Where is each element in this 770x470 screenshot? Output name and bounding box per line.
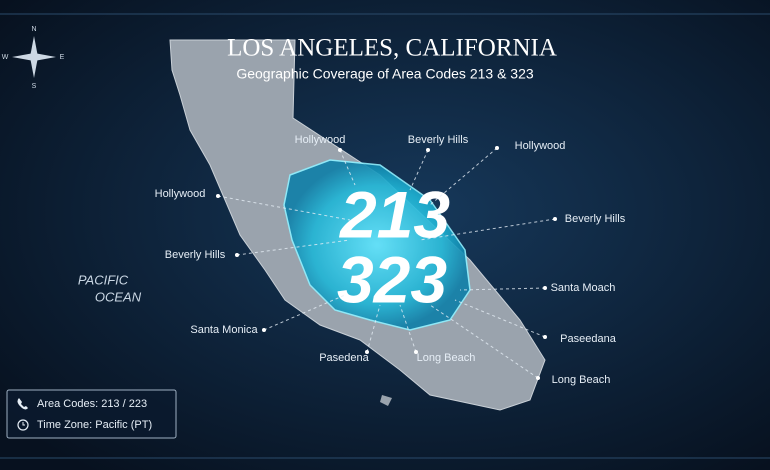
place-label: Long Beach [552, 374, 611, 386]
place-label: Beverly Hills [165, 249, 226, 261]
ocean-label: OCEAN [95, 289, 142, 304]
place-label: Beverly Hills [408, 134, 469, 146]
subtitle: Geographic Coverage of Area Codes 213 & … [236, 66, 534, 82]
place-label: Beverly Hills [565, 213, 626, 225]
place-label: Hollywood [155, 188, 206, 200]
coverage-area [283, 159, 471, 331]
label-dots [216, 146, 557, 380]
place-label: Hollywood [295, 134, 346, 146]
area-code: 323 [337, 242, 447, 316]
compass-e: E [60, 54, 65, 61]
place-label: Hollywood [515, 140, 566, 152]
area-code: 213 [338, 177, 450, 251]
phone-icon [17, 398, 28, 410]
island [380, 395, 392, 406]
compass: N E S W [2, 26, 65, 90]
ocean-label: PACIFIC [78, 272, 129, 287]
title: LOS ANGELES, CALIFORNIA [227, 35, 557, 62]
info-box: Area Codes: 213 / 223 Time Zone: Pacific… [6, 389, 177, 439]
clock-icon [17, 419, 29, 431]
info-time-zone: Time Zone: Pacific (PT) [37, 419, 152, 431]
place-label: Santa Moach [551, 282, 616, 294]
compass-w: W [2, 54, 9, 61]
place-label: Long Beach [417, 352, 476, 364]
info-area-codes: Area Codes: 213 / 223 [37, 398, 147, 410]
place-label: Paseedana [560, 333, 617, 345]
compass-s: S [32, 83, 37, 90]
place-label: Pasedena [319, 352, 369, 364]
leader-lines [217, 147, 556, 379]
compass-n: N [31, 26, 36, 33]
place-label: Santa Monica [190, 324, 258, 336]
